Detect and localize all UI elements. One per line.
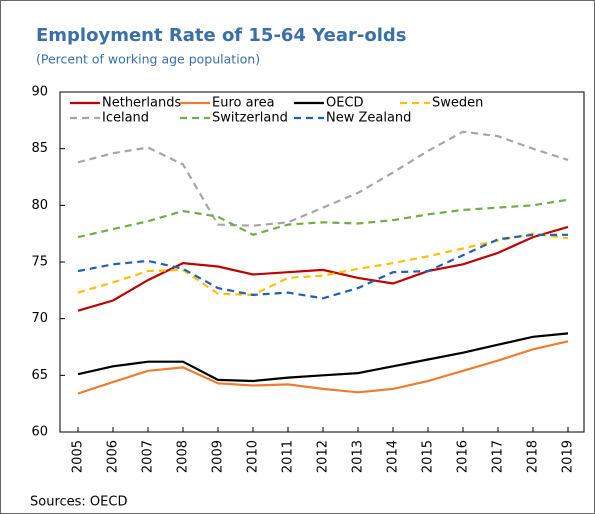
legend-label: Switzerland xyxy=(212,111,288,126)
series-line xyxy=(77,232,569,297)
x-tick-label: 2008 xyxy=(176,440,191,473)
series-line xyxy=(77,225,569,312)
legend-label: New Zealand xyxy=(326,111,411,126)
x-tick-label: 2010 xyxy=(246,440,261,473)
y-tick-label: 90 xyxy=(31,85,48,100)
y-tick-label: 70 xyxy=(31,311,48,326)
x-tick-label: 2006 xyxy=(106,440,121,473)
legend-label: Netherlands xyxy=(102,96,181,111)
y-tick-label: 80 xyxy=(31,198,48,213)
legend-label: Sweden xyxy=(432,96,483,111)
legend-label: Iceland xyxy=(102,111,149,126)
x-tick-label: 2014 xyxy=(386,440,401,473)
x-tick-label: 2017 xyxy=(491,440,506,473)
y-tick-label: 65 xyxy=(31,368,48,383)
y-tick-label: 60 xyxy=(31,425,48,440)
y-tick-label: 75 xyxy=(31,255,48,270)
x-tick-label: 2015 xyxy=(421,440,436,473)
series-line xyxy=(77,332,569,383)
series-line xyxy=(77,198,569,239)
x-tick-label: 2005 xyxy=(71,440,86,473)
series-line xyxy=(77,340,569,395)
x-tick-label: 2009 xyxy=(211,440,226,473)
x-tick-label: 2012 xyxy=(316,440,331,473)
y-tick-label: 85 xyxy=(31,141,48,156)
chart-subtitle: (Percent of working age population) xyxy=(36,52,260,67)
x-tick-label: 2018 xyxy=(526,440,541,473)
x-tick-label: 2007 xyxy=(141,440,156,473)
source-note: Sources: OECD xyxy=(30,495,127,510)
legend-label: Euro area xyxy=(212,96,275,111)
x-tick-label: 2019 xyxy=(561,440,576,473)
legend-label: OECD xyxy=(326,96,364,111)
chart-title: Employment Rate of 15-64 Year-olds xyxy=(36,25,406,46)
x-tick-label: 2013 xyxy=(351,440,366,473)
x-tick-label: 2011 xyxy=(281,440,296,473)
series-line xyxy=(77,233,568,300)
x-tick-label: 2016 xyxy=(456,440,471,473)
series-line xyxy=(77,130,569,227)
